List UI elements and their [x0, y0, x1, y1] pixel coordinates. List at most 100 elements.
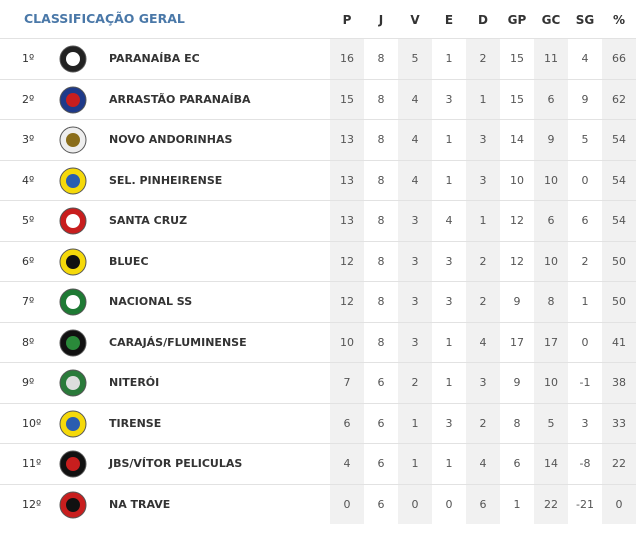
- stat-cell: 41: [612, 335, 626, 349]
- stat-cell: 12: [510, 214, 524, 227]
- stat-cell: 3: [411, 254, 419, 268]
- stat-cell: 22: [612, 457, 626, 470]
- table-row: 1º PARANAÍBA EC 16 8 5 1 2 15 11 4 66: [0, 38, 636, 79]
- team-name: NOVO ANDORINHAS: [109, 133, 233, 146]
- position: 2º: [22, 92, 35, 106]
- stat-cell: 50: [612, 254, 626, 268]
- table-row: 11º JBS/VÍTOR PELICULAS 4 6 1 1 4 6 14 -8 22: [0, 443, 636, 484]
- stat-cell: 1: [513, 497, 521, 511]
- stat-cell: 15: [340, 92, 354, 106]
- team-logo: [59, 207, 87, 235]
- stat-cell: 0: [445, 497, 453, 511]
- stat-cell: 3: [445, 254, 453, 268]
- stat-cell: 1: [445, 52, 453, 65]
- stat-cell: 12: [340, 295, 354, 308]
- team-logo: [59, 126, 87, 154]
- stat-cell: 2: [479, 254, 487, 268]
- stat-cell: 0: [343, 497, 351, 511]
- stat-cell: 8: [513, 416, 521, 430]
- stat-cell: 6: [547, 214, 555, 227]
- team-logo: [59, 167, 87, 194]
- position: 11º: [22, 457, 42, 470]
- table-row: 9º NITERÓI 7 6 2 1 3 9 10 -1 38: [0, 362, 636, 403]
- position: 6º: [22, 254, 35, 268]
- stat-cell: 9: [513, 295, 521, 308]
- position: 1º: [22, 52, 35, 65]
- team-name: BLUEC: [109, 254, 149, 268]
- stat-cell: 8: [377, 52, 385, 65]
- column-header: %: [612, 13, 626, 27]
- team-name: TIRENSE: [109, 416, 162, 430]
- column-header: P: [342, 13, 352, 27]
- column-header: GP: [507, 13, 527, 27]
- stat-cell: -21: [576, 497, 594, 511]
- team-logo: [59, 288, 87, 316]
- position: 10º: [22, 416, 42, 430]
- stat-cell: 1: [445, 376, 453, 389]
- stat-cell: 4: [581, 52, 589, 65]
- column-header: GC: [541, 13, 561, 27]
- team-name: SEL. PINHEIRENSE: [109, 173, 223, 187]
- stat-cell: 1: [479, 92, 487, 106]
- stat-cell: 10: [544, 254, 558, 268]
- stat-cell: 9: [547, 133, 555, 146]
- stat-cell: 5: [547, 416, 555, 430]
- position: 12º: [22, 497, 42, 511]
- stat-cell: 2: [479, 52, 487, 65]
- stat-cell: 0: [411, 497, 419, 511]
- table-row: 8º CARAJÁS/FLUMINENSE 10 8 3 1 4 17 17 0 41: [0, 321, 636, 363]
- stat-cell: 13: [340, 173, 354, 187]
- team-name: NA TRAVE: [109, 497, 171, 511]
- stat-cell: 10: [544, 376, 558, 389]
- stat-cell: 54: [612, 214, 626, 227]
- table-row: 5º SANTA CRUZ 13 8 3 4 1 12 6 6 54: [0, 200, 636, 241]
- stat-cell: 8: [377, 173, 385, 187]
- team-logo: [59, 369, 87, 397]
- stat-cell: 3: [445, 416, 453, 430]
- stat-cell: 15: [510, 52, 524, 65]
- stat-cell: 6: [377, 416, 385, 430]
- stat-cell: 5: [581, 133, 589, 146]
- position: 5º: [22, 214, 35, 227]
- stat-cell: 3: [479, 376, 487, 389]
- stat-cell: 15: [510, 92, 524, 106]
- stat-cell: 0: [581, 335, 589, 349]
- stat-cell: 5: [411, 52, 419, 65]
- stat-cell: 6: [343, 416, 351, 430]
- stat-cell: 8: [377, 335, 385, 349]
- stat-cell: 6: [547, 92, 555, 106]
- stat-cell: 2: [411, 376, 419, 389]
- stat-cell: -1: [579, 376, 591, 389]
- stat-cell: 1: [445, 133, 453, 146]
- stat-cell: 4: [343, 457, 351, 470]
- table-row: 12º NA TRAVE 0 6 0 0 6 1 22 -21 0: [0, 483, 636, 525]
- column-header: D: [478, 13, 488, 27]
- stat-cell: 0: [615, 497, 623, 511]
- stat-cell: 1: [479, 214, 487, 227]
- stat-cell: 14: [544, 457, 558, 470]
- stat-cell: 54: [612, 133, 626, 146]
- team-name: NITERÓI: [109, 376, 160, 389]
- column-header: E: [444, 13, 454, 27]
- stat-cell: 1: [445, 457, 453, 470]
- position: 3º: [22, 133, 35, 146]
- stat-cell: 3: [411, 295, 419, 308]
- stat-cell: 1: [445, 335, 453, 349]
- stat-cell: 0: [581, 173, 589, 187]
- table-row: 2º ARRASTÃO PARANAÍBA 15 8 4 3 1 15 6 9 62: [0, 78, 636, 120]
- team-logo: [59, 86, 87, 113]
- stat-cell: 13: [340, 133, 354, 146]
- stat-cell: 10: [544, 173, 558, 187]
- stat-cell: 3: [411, 214, 419, 227]
- stat-cell: 10: [340, 335, 354, 349]
- team-name: JBS/VÍTOR PELICULAS: [109, 457, 243, 470]
- stat-cell: 6: [377, 457, 385, 470]
- stat-cell: 4: [445, 214, 453, 227]
- stat-cell: 4: [411, 133, 419, 146]
- stat-cell: 6: [377, 497, 385, 511]
- team-logo: [59, 329, 87, 356]
- stat-cell: 1: [411, 457, 419, 470]
- team-name: ARRASTÃO PARANAÍBA: [109, 92, 251, 106]
- stat-cell: 6: [513, 457, 521, 470]
